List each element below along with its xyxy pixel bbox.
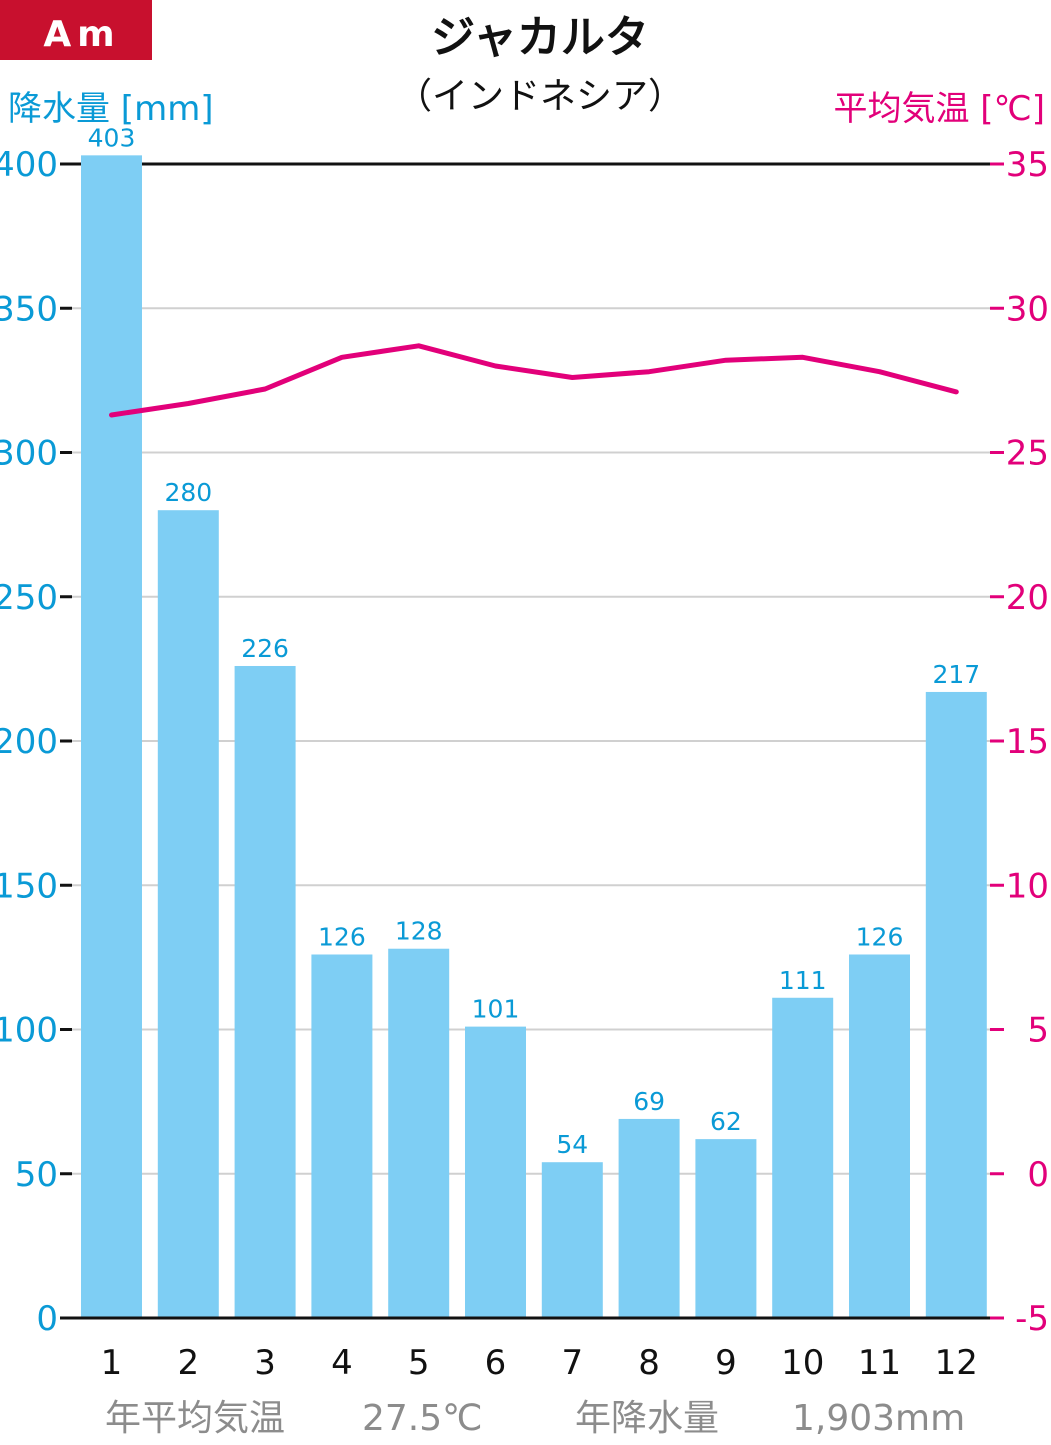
month-tick-label: 7 [561,1343,583,1383]
right-tick-label: 30 [1006,289,1049,329]
left-tick-label: 100 [0,1011,58,1051]
left-tick-label: 0 [36,1299,58,1339]
month-tick-label: 1 [101,1343,123,1383]
precip-bar [81,155,142,1319]
left-tick-label: 150 [0,866,58,906]
precip-bar [465,1026,526,1318]
left-tick-label: 400 [0,145,58,185]
x-axis-ticks: 1 2 3 4 5 6 7 8 9 10 11 12 [101,1343,978,1383]
precip-bar [157,510,219,1318]
precip-bar [618,1118,680,1318]
precip-bar-label: 54 [556,1130,588,1159]
summary-footer: 年平均気温 27.5℃ 年降水量 1,903mm [105,1398,965,1439]
badge-background [0,0,152,60]
precip-bar [311,954,373,1318]
precip-bar [388,948,450,1318]
right-tick-label: -5 [1015,1299,1049,1339]
precip-bar-label: 101 [472,995,520,1024]
right-tick-label: 15 [1006,722,1049,762]
temperature-line [109,343,959,418]
precip-bar [849,954,910,1318]
month-tick-label: 10 [781,1343,824,1383]
right-tick-label: 25 [1006,434,1049,474]
month-tick-label: 12 [935,1343,978,1383]
chart-title: ジャカルタ [431,12,649,63]
badge-label: Am [43,14,120,55]
precip-bar-label: 111 [779,966,827,995]
right-tick-label: 35 [1006,145,1049,185]
precip-bar-label: 69 [633,1087,665,1116]
precip-bar [695,1139,757,1318]
left-tick-label: 250 [0,578,58,618]
right-tick-label: 5 [1027,1011,1049,1051]
right-tick-label: 20 [1006,578,1049,618]
annual-precip-value: 1,903mm [792,1398,965,1439]
precip-bar [234,665,296,1318]
month-tick-label: 2 [177,1343,199,1383]
month-tick-label: 3 [254,1343,276,1383]
month-tick-label: 11 [858,1343,901,1383]
month-tick-label: 9 [715,1343,737,1383]
climate-badge: Am [0,0,152,60]
right-tick-label: 0 [1027,1155,1049,1195]
right-axis-label: 平均気温 [℃] [833,89,1045,129]
month-tick-label: 8 [638,1343,660,1383]
precip-bar-label: 128 [395,917,443,946]
precip-bar-label: 280 [164,478,212,507]
annual-temp-value: 27.5℃ [362,1398,483,1439]
precip-bar-label: 126 [318,922,366,951]
annual-temp-label: 年平均気温 [105,1398,285,1439]
left-tick-label: 200 [0,722,58,762]
precip-bar-label: 217 [932,660,980,689]
right-axis-ticks: -5 0 5 10 15 20 25 30 35 [990,145,1049,1339]
precip-bar [925,691,987,1318]
left-tick-label: 350 [0,289,58,329]
chart-subtitle: （インドネシア） [396,76,684,117]
precipitation-labels: 403 280 226 126 128 101 54 69 62 111 126 217 [88,123,981,1159]
precipitation-bars [81,155,987,1319]
month-tick-label: 5 [408,1343,430,1383]
temperature-line-group [109,343,959,418]
month-tick-label: 6 [485,1343,507,1383]
left-axis-ticks: 0 50 100 150 200 250 300 350 400 [0,145,72,1339]
precip-bar [772,997,834,1318]
precip-bar [541,1162,603,1318]
gridlines [64,162,1002,1175]
left-axis-label: 降水量 [mm] [8,89,214,129]
left-tick-label: 300 [0,434,58,474]
precip-bar-label: 62 [710,1107,742,1136]
annual-precip-label: 年降水量 [575,1398,719,1439]
precip-bar-label: 403 [88,123,136,152]
precip-bar-label: 226 [241,634,289,663]
precip-bar-label: 126 [856,922,904,951]
left-tick-label: 50 [15,1155,58,1195]
month-tick-label: 4 [331,1343,353,1383]
right-tick-label: 10 [1006,866,1049,906]
